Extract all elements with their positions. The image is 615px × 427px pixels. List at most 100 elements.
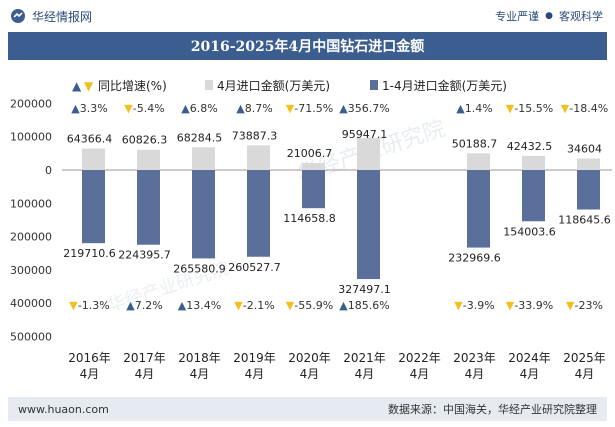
x-tick-label: 2021年 4月 — [343, 351, 386, 381]
x-tick-label-line: 4月 — [465, 367, 485, 381]
tagline-left: 专业严谨 — [495, 10, 540, 23]
growth-cumulative-label: 13.4% — [186, 299, 221, 312]
data-label-cumulative: 154003.6 — [503, 225, 556, 238]
arrow-up-icon: ▲ — [339, 299, 348, 312]
bar-cumulative — [522, 170, 545, 222]
growth-month-label: 3.3% — [80, 102, 108, 115]
arrow-up-icon: ▲ — [181, 102, 190, 115]
arrow-up-icon: ▲ — [126, 299, 135, 312]
x-tick-label-line: 4月 — [190, 367, 210, 381]
arrow-down-icon: ▼ — [124, 102, 133, 115]
bar-month — [192, 147, 215, 170]
data-label-cumulative: 118645.6 — [558, 214, 611, 227]
growth-month-down: ▼-18.4% — [561, 102, 608, 115]
legend-label-growth: 同比增速(%) — [98, 79, 167, 93]
growth-cumulative-label: 185.6% — [348, 299, 390, 312]
data-label-month: 42432.5 — [507, 140, 553, 153]
growth-month-up: ▲6.8% — [181, 102, 217, 115]
x-tick-label-line: 4月 — [300, 367, 320, 381]
x-tick-label: 2017年 4月 — [123, 351, 166, 381]
growth-month-label: -15.5% — [514, 102, 553, 115]
growth-cumulative-down: ▼-3.9% — [454, 299, 494, 312]
growth-cumulative-label: 7.2% — [135, 299, 163, 312]
arrow-up-icon: ▲ — [339, 102, 348, 115]
data-label-month: 21006.7 — [287, 147, 333, 160]
arrow-down-icon: ▼ — [69, 299, 78, 312]
y-tick-label: 500000 — [10, 331, 52, 344]
arrow-down-icon: ▼ — [566, 299, 575, 312]
legend-swatch-month — [205, 80, 213, 90]
growth-cumulative-label: -23% — [575, 299, 603, 312]
x-tick-label-line: 4月 — [80, 367, 100, 381]
x-tick-label-line: 2019年 — [233, 351, 276, 365]
growth-cumulative-up: ▲13.4% — [178, 299, 221, 312]
top-bar: 华经情报网 专业严谨 ● 客观科学 — [0, 0, 615, 32]
arrow-down-icon: ▼ — [561, 102, 570, 115]
growth-month-up: ▲8.7% — [236, 102, 272, 115]
y-tick-label: 0 — [45, 164, 52, 177]
growth-month-label: -5.4% — [133, 102, 165, 115]
x-tick-label-line: 2022年 — [398, 351, 441, 365]
footer: www.huaon.com 数据来源：中国海关，华经产业研究院整理 — [8, 397, 607, 421]
chart-title: 2016-2025年4月中国钻石进口金额 — [8, 32, 607, 60]
growth-cumulative-label: -1.3% — [78, 299, 110, 312]
growth-month-label: 1.4% — [465, 102, 493, 115]
x-tick-label-line: 4月 — [410, 367, 430, 381]
bar-month — [467, 153, 490, 170]
growth-cumulative-down: ▼-2.1% — [234, 299, 274, 312]
data-label-cumulative: 232969.6 — [448, 252, 501, 265]
x-tick-label-line: 2016年 — [68, 351, 111, 365]
y-tick-label: 100000 — [10, 131, 52, 144]
data-label-month: 73887.3 — [232, 129, 278, 142]
data-label-cumulative: 224395.7 — [118, 249, 171, 262]
legend-down-marker: ▼ — [84, 79, 94, 93]
arrow-up-icon: ▲ — [178, 299, 187, 312]
x-tick-label: 2019年 4月 — [233, 351, 276, 381]
x-tick-label: 2022年 4月 — [398, 351, 441, 381]
data-label-cumulative: 327497.1 — [338, 283, 391, 296]
y-tick-label: 100000 — [10, 197, 52, 210]
bar-month — [302, 163, 325, 170]
arrow-down-icon: ▼ — [506, 102, 515, 115]
growth-month-down: ▼-15.5% — [506, 102, 553, 115]
growth-month-up: ▲1.4% — [456, 102, 492, 115]
brand-logo-icon — [11, 9, 25, 23]
legend-swatch-cumulative — [370, 80, 378, 90]
arrow-down-icon: ▼ — [234, 299, 243, 312]
chart-area: 华经产业研究院华经产业研究院▲▼同比增速(%)4月进口金额(万美元)1-4月进口… — [10, 78, 612, 381]
bar-month — [247, 145, 270, 170]
x-tick-label: 2018年 4月 — [178, 351, 221, 381]
x-tick-label: 2020年 4月 — [288, 351, 331, 381]
footer-website[interactable]: www.huaon.com — [18, 402, 109, 416]
brand-name[interactable]: 华经情报网 — [32, 9, 93, 24]
x-tick-label-line: 4月 — [355, 367, 375, 381]
bar-cumulative — [467, 170, 490, 248]
footer-source: 数据来源：中国海关，华经产业研究院整理 — [388, 403, 597, 416]
arrow-down-icon: ▼ — [506, 299, 515, 312]
brand: 华经情报网 — [0, 8, 92, 25]
data-label-month: 50188.7 — [452, 137, 498, 150]
x-tick-label-line: 2020年 — [288, 351, 331, 365]
growth-cumulative-up: ▲7.2% — [126, 299, 162, 312]
data-label-cumulative: 260527.7 — [228, 261, 281, 274]
growth-month-label: 356.7% — [348, 102, 390, 115]
growth-cumulative-down: ▼-55.9% — [286, 299, 333, 312]
growth-cumulative-down: ▼-33.9% — [506, 299, 553, 312]
x-tick-label: 2023年 4月 — [453, 351, 496, 381]
y-tick-label: 200000 — [10, 231, 52, 244]
data-label-month: 34604 — [567, 142, 602, 155]
bar-cumulative — [357, 170, 380, 280]
y-tick-label: 200000 — [10, 97, 52, 110]
growth-cumulative-down: ▼-23% — [566, 299, 603, 312]
growth-cumulative-label: -3.9% — [463, 299, 495, 312]
legend-label-month: 4月进口金额(万美元) — [217, 78, 330, 93]
x-tick-label-line: 4月 — [135, 367, 155, 381]
growth-month-up: ▲356.7% — [339, 102, 389, 115]
growth-month-label: 6.8% — [190, 102, 218, 115]
growth-cumulative-label: -33.9% — [514, 299, 553, 312]
data-label-month: 64366.4 — [67, 133, 113, 146]
growth-cumulative-label: -55.9% — [294, 299, 333, 312]
x-tick-label-line: 2024年 — [508, 351, 551, 365]
x-tick-label: 2024年 4月 — [508, 351, 551, 381]
